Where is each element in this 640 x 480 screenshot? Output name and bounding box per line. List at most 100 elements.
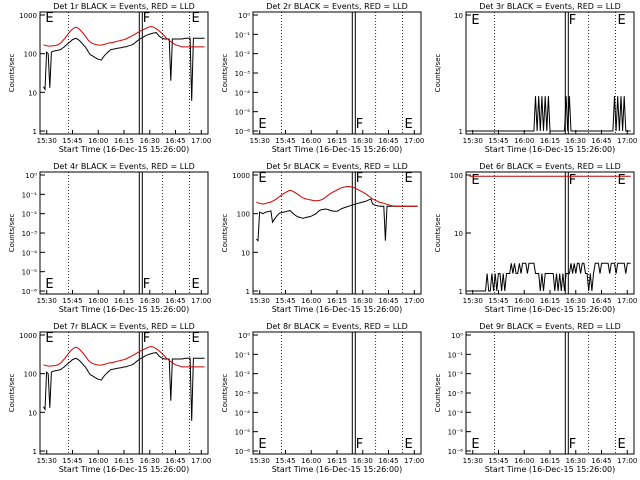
x-axis-label: Start Time (16-Dec-15 15:26:00) xyxy=(485,465,616,474)
y-tick-label: 10⁻² xyxy=(235,51,251,59)
series-line-events xyxy=(42,352,205,421)
y-tick-label: 10⁻¹ xyxy=(235,351,251,359)
x-tick-label: 15:45 xyxy=(488,297,508,305)
y-axis-label: Counts/sec xyxy=(434,54,442,93)
series-line-lld xyxy=(256,185,418,207)
x-tick-label: 15:30 xyxy=(250,137,270,145)
x-tick-label: 16:15 xyxy=(540,137,560,145)
y-tick-label: 10⁻¹ xyxy=(448,351,464,359)
marker-e-1: E xyxy=(258,437,266,452)
y-tick-label: 1000 xyxy=(19,12,37,20)
x-tick-label: 15:30 xyxy=(463,457,483,465)
chart-title: Det 2r BLACK = Events, RED = LLD xyxy=(266,2,408,11)
x-tick-label: 15:45 xyxy=(62,297,82,305)
marker-e-1: E xyxy=(471,13,479,28)
chart-panel-1: Det 1r BLACK = Events, RED = LLD 1 10 100 10… xyxy=(8,2,211,154)
y-tick-label: 10⁻⁶ xyxy=(235,128,251,136)
plot-frame xyxy=(465,331,635,455)
chart-title: Det 7r BLACK = Events, RED = LLD xyxy=(53,322,195,331)
x-tick-label: 17:00 xyxy=(191,137,211,145)
x-axis-label: Start Time (16-Dec-15 15:26:00) xyxy=(272,465,403,474)
plot-frame xyxy=(39,11,209,135)
x-tick-label: 17:00 xyxy=(617,137,637,145)
x-axis-label: Start Time (16-Dec-15 15:26:00) xyxy=(485,145,616,154)
x-axis-label: Start Time (16-Dec-15 15:26:00) xyxy=(272,305,403,314)
x-tick-label: 15:30 xyxy=(37,297,57,305)
x-axis-label: Start Time (16-Dec-15 15:26:00) xyxy=(59,305,190,314)
x-tick-label: 15:30 xyxy=(250,457,270,465)
y-tick-label: 10⁻⁶ xyxy=(235,448,251,456)
x-tick-label: 17:00 xyxy=(617,297,637,305)
y-tick-label: 10⁰ xyxy=(238,12,250,20)
x-tick-label: 15:30 xyxy=(463,137,483,145)
y-tick-label: 10⁻⁴ xyxy=(235,89,251,97)
y-tick-label: 10⁻⁶ xyxy=(22,288,38,296)
marker-e-3: E xyxy=(618,13,626,28)
x-tick-label: 16:30 xyxy=(566,297,586,305)
marker-e-3: E xyxy=(405,171,413,186)
marker-e-3: E xyxy=(192,331,200,346)
y-tick-label: 10⁻¹ xyxy=(22,191,38,199)
x-tick-label: 15:45 xyxy=(275,457,295,465)
y-tick-label: 100 xyxy=(24,371,37,379)
y-tick-label: 10 xyxy=(28,409,37,417)
y-tick-label: 100 xyxy=(237,211,250,219)
chart-panel-7: Det 7r BLACK = Events, RED = LLD 1 10 100 10… xyxy=(8,322,211,474)
chart-title: Det 3r BLACK = Events, RED = LLD xyxy=(479,2,621,11)
x-tick-label: 16:45 xyxy=(378,297,398,305)
x-tick-label: 17:00 xyxy=(617,457,637,465)
y-tick-label: 10⁻⁴ xyxy=(22,249,38,257)
y-tick-label: 10⁻¹ xyxy=(235,31,251,39)
marker-e-3: E xyxy=(405,117,413,132)
marker-e-1: E xyxy=(258,117,266,132)
y-tick-label: 1000 xyxy=(19,332,37,340)
x-axis-label: Start Time (16-Dec-15 15:26:00) xyxy=(272,145,403,154)
chart-title: Det 5r BLACK = Events, RED = LLD xyxy=(266,162,408,171)
x-tick-label: 16:45 xyxy=(591,297,611,305)
x-tick-label: 15:30 xyxy=(463,297,483,305)
y-tick-label: 10⁻³ xyxy=(448,390,464,398)
y-tick-label: 100 xyxy=(450,172,463,180)
y-tick-label: 10⁻² xyxy=(448,371,464,379)
marker-f-2: F xyxy=(569,173,576,188)
y-tick-label: 1000 xyxy=(232,172,250,180)
x-tick-label: 15:30 xyxy=(37,457,57,465)
y-tick-label: 10⁻⁵ xyxy=(235,429,251,437)
x-tick-label: 15:45 xyxy=(275,297,295,305)
y-tick-label: 10⁻² xyxy=(22,211,38,219)
y-tick-label: 10⁻⁵ xyxy=(235,109,251,117)
y-tick-label: 10⁰ xyxy=(451,332,463,340)
series-line-events xyxy=(42,32,205,101)
x-tick-label: 17:00 xyxy=(404,297,424,305)
plot-frame xyxy=(252,11,422,135)
y-tick-label: 1 xyxy=(459,128,463,136)
marker-f-2: F xyxy=(143,11,150,26)
x-tick-label: 16:00 xyxy=(88,457,108,465)
marker-e-3: E xyxy=(405,437,413,452)
x-tick-label: 15:45 xyxy=(488,137,508,145)
x-tick-label: 15:45 xyxy=(62,457,82,465)
series-line-events xyxy=(256,198,418,242)
plot-frame xyxy=(39,171,209,295)
x-tick-label: 16:45 xyxy=(165,457,185,465)
y-tick-label: 10⁻³ xyxy=(235,70,251,78)
y-tick-label: 10⁻⁵ xyxy=(448,429,464,437)
x-tick-label: 16:00 xyxy=(88,297,108,305)
marker-e-1: E xyxy=(45,11,53,26)
x-tick-label: 17:00 xyxy=(404,457,424,465)
y-tick-label: 10 xyxy=(241,249,250,257)
x-tick-label: 17:00 xyxy=(404,137,424,145)
plot-frame xyxy=(465,11,635,135)
y-tick-label: 10⁻⁶ xyxy=(448,448,464,456)
x-tick-label: 16:45 xyxy=(165,297,185,305)
y-axis-label: Counts/sec xyxy=(221,374,229,413)
x-tick-label: 15:45 xyxy=(62,137,82,145)
y-tick-label: 10 xyxy=(454,230,463,238)
marker-e-1: E xyxy=(258,171,266,186)
x-tick-label: 16:15 xyxy=(114,137,134,145)
x-tick-label: 17:00 xyxy=(191,297,211,305)
x-tick-label: 16:30 xyxy=(353,297,373,305)
x-tick-label: 17:00 xyxy=(191,457,211,465)
marker-e-3: E xyxy=(192,277,200,292)
y-tick-label: 10⁻⁴ xyxy=(448,409,464,417)
